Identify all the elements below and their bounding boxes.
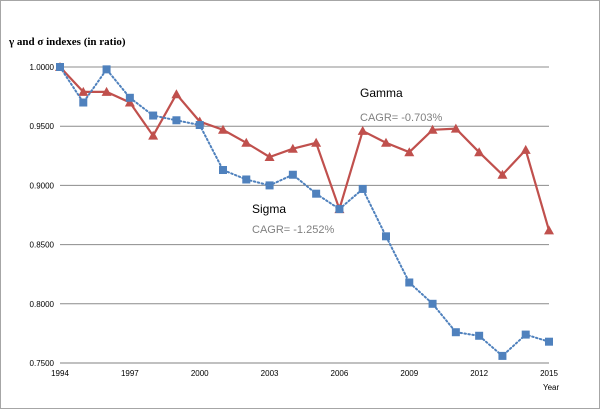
gamma-point — [497, 169, 508, 179]
gamma-point — [474, 147, 485, 157]
sigma-point — [79, 98, 88, 107]
sigma-point — [475, 331, 484, 340]
x-tick-label: 2009 — [400, 369, 418, 378]
gamma-point — [264, 151, 275, 161]
gamma-point — [101, 86, 112, 96]
x-tick-label: 2003 — [261, 369, 279, 378]
gamma-point — [544, 225, 554, 235]
x-tick-label: 2006 — [331, 369, 349, 378]
y-tick-label: 0.8500 — [30, 241, 55, 250]
gamma-point — [148, 130, 159, 140]
x-tick-label: 2015 — [540, 369, 558, 378]
x-tick-labels: 1994 1997 2000 2003 2006 2009 2012 2015 — [51, 369, 558, 378]
sigma-point — [428, 299, 437, 308]
x-tick-label: 2012 — [470, 369, 488, 378]
sigma-point — [358, 184, 367, 193]
y-tick-label: 1.0000 — [30, 63, 55, 72]
y-tick-label: 0.8000 — [30, 300, 55, 309]
sigma-point — [521, 330, 530, 339]
y-tick-label: 0.9500 — [30, 122, 55, 131]
gamma-point — [404, 147, 415, 157]
gamma-point — [241, 137, 252, 147]
x-tick-label: 1994 — [51, 369, 69, 378]
sigma-point — [405, 278, 414, 287]
y-tick-label: 0.7500 — [30, 359, 55, 368]
sigma-point — [56, 63, 64, 71]
gamma-point — [218, 124, 228, 134]
sigma-point — [195, 121, 204, 130]
sigma-point — [451, 328, 460, 337]
x-tick-label: 2000 — [191, 369, 209, 378]
gamma-cagr-label: CAGR= -0.703% — [360, 112, 442, 124]
gamma-point — [78, 86, 89, 96]
sigma-point — [265, 181, 274, 190]
sigma-point — [102, 65, 111, 74]
sigma-point — [172, 116, 181, 125]
gamma-point — [124, 97, 135, 107]
sigma-point — [125, 93, 134, 102]
gamma-line — [59, 66, 551, 231]
x-tick-label: 1997 — [121, 369, 139, 378]
sigma-label: Sigma — [252, 202, 286, 216]
sigma-point — [242, 175, 251, 184]
gamma-point — [520, 144, 531, 154]
sigma-point — [382, 232, 390, 241]
sigma-point — [219, 166, 227, 175]
gamma-point — [381, 137, 391, 147]
y-tick-labels: 0.7500 0.8000 0.8500 0.9000 0.9500 1.0000 — [30, 63, 55, 368]
sigma-point — [335, 205, 344, 214]
gamma-point — [357, 125, 368, 135]
sigma-point — [149, 111, 158, 120]
sigma-point — [498, 351, 507, 360]
gamma-point — [287, 143, 298, 153]
sigma-point — [545, 337, 553, 346]
plot-series — [55, 62, 554, 360]
gamma-point — [171, 89, 182, 99]
sigma-point — [288, 170, 297, 179]
y-axis-title: γ and σ indexes (in ratio) — [8, 36, 126, 48]
y-tick-label: 0.9000 — [30, 181, 55, 190]
gamma-label: Gamma — [360, 86, 403, 100]
sigma-line — [59, 66, 550, 358]
gamma-point — [311, 137, 322, 147]
sigma-point — [312, 189, 321, 198]
gamma-point — [427, 124, 438, 134]
sigma-cagr-label: CAGR= -1.252% — [252, 224, 334, 236]
gridlines — [60, 66, 549, 364]
x-axis-title: Year — [543, 383, 560, 392]
gamma-point — [450, 123, 461, 133]
